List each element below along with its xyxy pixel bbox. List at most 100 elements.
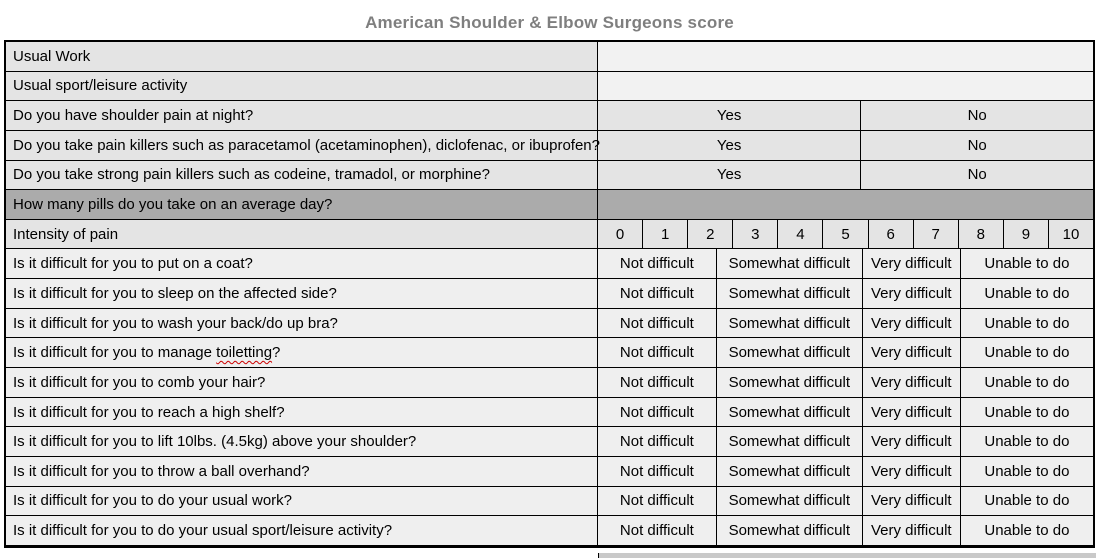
- difficulty-option[interactable]: Unable to do: [959, 486, 1093, 516]
- difficulty-option[interactable]: Unable to do: [959, 397, 1093, 427]
- difficulty-option[interactable]: Very difficult: [861, 397, 960, 427]
- difficulty-option[interactable]: Somewhat difficult: [715, 308, 862, 338]
- ases-table: Usual Work Usual sport/leisure activity Do…: [4, 40, 1095, 548]
- difficulty-option[interactable]: Very difficult: [861, 456, 960, 486]
- question-label: Is it difficult for you to manage toilet…: [6, 338, 598, 368]
- difficulty-option[interactable]: Unable to do: [959, 338, 1093, 368]
- scale-option[interactable]: 3: [732, 219, 777, 249]
- question-label: Is it difficult for you to throw a ball …: [6, 456, 598, 486]
- scale-option[interactable]: 5: [822, 219, 867, 249]
- answer-area: [598, 42, 1093, 71]
- difficulty-option[interactable]: Somewhat difficult: [715, 486, 862, 516]
- scale-option[interactable]: 6: [867, 219, 913, 249]
- answer-area: Not difficult Somewhat difficult Very diff…: [598, 486, 1093, 516]
- difficulty-option[interactable]: Somewhat difficult: [715, 427, 862, 456]
- answer-area: Not difficult Somewhat difficult Very diff…: [598, 516, 1093, 545]
- difficulty-option[interactable]: Not difficult: [619, 403, 694, 421]
- scale-option[interactable]: 1: [642, 219, 687, 249]
- table-row: Do you take strong pain killers such as …: [6, 159, 1093, 190]
- table-row: Is it difficult for you to sleep on the …: [6, 278, 1093, 308]
- difficulty-option[interactable]: Somewhat difficult: [715, 338, 862, 368]
- difficulty-option[interactable]: Somewhat difficult: [715, 516, 862, 545]
- difficulty-option[interactable]: Somewhat difficult: [715, 397, 862, 427]
- difficulty-option[interactable]: Very difficult: [861, 516, 960, 545]
- yesno-option[interactable]: Yes: [716, 136, 742, 154]
- table-row: Do you take pain killers such as paracet…: [6, 129, 1093, 160]
- difficulty-option[interactable]: Somewhat difficult: [715, 279, 862, 308]
- answer-area: Not difficult Somewhat difficult Very diff…: [598, 368, 1093, 397]
- difficulty-option[interactable]: Unable to do: [959, 427, 1093, 456]
- next-row-fragment: [598, 553, 1096, 558]
- table-row: Usual sport/leisure activity: [6, 70, 1093, 101]
- answer-area: Yes No: [598, 101, 1093, 130]
- scale-option[interactable]: 4: [777, 219, 822, 249]
- answer-area: [598, 71, 1093, 101]
- yesno-option[interactable]: No: [860, 101, 1093, 130]
- question-label: Is it difficult for you to do your usual…: [6, 516, 598, 545]
- difficulty-option[interactable]: Unable to do: [959, 279, 1093, 308]
- table-row: Is it difficult for you to reach a high …: [6, 396, 1093, 427]
- difficulty-option[interactable]: Unable to do: [959, 456, 1093, 486]
- question-label: Is it difficult for you to reach a high …: [6, 397, 598, 427]
- answer-cell[interactable]: [598, 190, 1093, 219]
- scale-option[interactable]: 8: [957, 219, 1003, 249]
- question-label: Usual sport/leisure activity: [6, 71, 598, 101]
- answer-area: Yes No: [598, 160, 1093, 190]
- difficulty-option[interactable]: Unable to do: [959, 308, 1093, 338]
- difficulty-option[interactable]: Not difficult: [619, 255, 694, 273]
- question-label: Usual Work: [6, 42, 598, 71]
- difficulty-option[interactable]: Very difficult: [861, 486, 960, 516]
- scale-option[interactable]: 7: [912, 219, 958, 249]
- answer-cell[interactable]: [598, 71, 1093, 101]
- table-row: Is it difficult for you to do your usual…: [6, 515, 1093, 545]
- difficulty-option[interactable]: Somewhat difficult: [715, 456, 862, 486]
- answer-area: Not difficult Somewhat difficult Very diff…: [598, 338, 1093, 368]
- difficulty-option[interactable]: Not difficult: [619, 492, 694, 510]
- difficulty-option[interactable]: Not difficult: [619, 344, 694, 362]
- answer-area: Yes No: [598, 130, 1093, 160]
- difficulty-option[interactable]: Unable to do: [959, 249, 1093, 279]
- answer-area: Not difficult Somewhat difficult Very diff…: [598, 279, 1093, 308]
- table-row: Intensity of pain 0 1 2 3 4 5 6 7 8 9 10: [6, 218, 1093, 249]
- difficulty-option[interactable]: Very difficult: [861, 308, 960, 338]
- answer-area: [598, 190, 1093, 219]
- yesno-option[interactable]: Yes: [716, 107, 742, 125]
- difficulty-option[interactable]: Not difficult: [619, 522, 694, 540]
- difficulty-option[interactable]: Unable to do: [959, 516, 1093, 545]
- difficulty-option[interactable]: Very difficult: [861, 338, 960, 368]
- table-row: Is it difficult for you to lift 10lbs. (…: [6, 426, 1093, 456]
- question-label: Is it difficult for you to sleep on the …: [6, 279, 598, 308]
- yesno-option[interactable]: Yes: [716, 166, 742, 184]
- question-label: Is it difficult for you to wash your bac…: [6, 308, 598, 338]
- difficulty-option[interactable]: Somewhat difficult: [715, 368, 862, 397]
- page-title: American Shoulder & Elbow Surgeons score: [365, 13, 734, 32]
- answer-area: Not difficult Somewhat difficult Very diff…: [598, 427, 1093, 456]
- yesno-option[interactable]: No: [860, 130, 1093, 160]
- table-row: Is it difficult for you to wash your bac…: [6, 307, 1093, 338]
- table-row: Is it difficult for you to throw a ball …: [6, 455, 1093, 486]
- scale-option[interactable]: 10: [1047, 219, 1093, 249]
- table-row: Is it difficult for you to manage toilet…: [6, 337, 1093, 368]
- answer-area: Not difficult Somewhat difficult Very diff…: [598, 397, 1093, 427]
- scale-option[interactable]: 2: [687, 219, 732, 249]
- difficulty-option[interactable]: Very difficult: [861, 279, 960, 308]
- difficulty-option[interactable]: Very difficult: [861, 427, 960, 456]
- difficulty-option[interactable]: Not difficult: [619, 284, 694, 302]
- table-row: How many pills do you take on an average…: [6, 189, 1093, 219]
- yesno-option[interactable]: No: [860, 160, 1093, 190]
- difficulty-option[interactable]: Not difficult: [619, 433, 694, 451]
- difficulty-option[interactable]: Somewhat difficult: [715, 249, 862, 279]
- difficulty-option[interactable]: Very difficult: [861, 249, 960, 279]
- scale-option[interactable]: 0: [615, 225, 625, 243]
- answer-cell[interactable]: [598, 42, 1093, 71]
- difficulty-option[interactable]: Unable to do: [959, 368, 1093, 397]
- question-label: Is it difficult for you to lift 10lbs. (…: [6, 427, 598, 456]
- difficulty-option[interactable]: Not difficult: [619, 373, 694, 391]
- question-label-text: ?: [272, 344, 281, 362]
- difficulty-option[interactable]: Not difficult: [619, 314, 694, 332]
- answer-area: 0 1 2 3 4 5 6 7 8 9 10: [598, 219, 1093, 249]
- difficulty-option[interactable]: Very difficult: [861, 368, 960, 397]
- difficulty-option[interactable]: Not difficult: [619, 462, 694, 480]
- scale-option[interactable]: 9: [1002, 219, 1048, 249]
